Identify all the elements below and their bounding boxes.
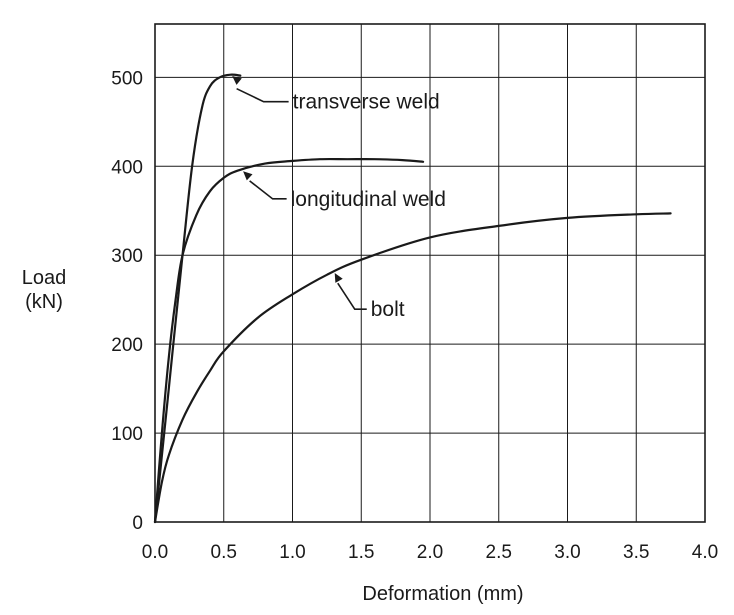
x-tick-label: 0.0	[142, 542, 168, 563]
x-axis-label: Deformation (mm)	[362, 583, 523, 605]
longitudinal-weld-curve	[153, 157, 425, 524]
transverse-weld-curve	[153, 73, 242, 524]
x-tick-label: 3.5	[623, 542, 649, 563]
x-tick-label: 0.5	[211, 542, 237, 563]
x-tick-label: 1.0	[279, 542, 305, 563]
x-tick-labels: 0.0 0.5 1.0 1.5 2.0 2.5 3.0 3.5 4.0	[142, 542, 718, 563]
series-lines	[153, 73, 672, 524]
x-tick-label: 4.0	[692, 542, 718, 563]
x-tick-label: 2.5	[486, 542, 512, 563]
y-tick-label: 200	[111, 335, 143, 356]
bolt-annotation: bolt	[334, 273, 405, 321]
bolt-arrow-head	[334, 273, 343, 283]
transverse-weld-annotation: transverse weld	[232, 76, 440, 114]
y-tick-label: 400	[111, 157, 143, 178]
y-tick-label: 100	[111, 424, 143, 445]
y-axis-label-line1: Load	[22, 267, 67, 289]
transverse-weld-leader-line	[236, 87, 289, 103]
transverse-weld-arrow-head	[232, 76, 242, 85]
y-tick-label: 500	[111, 68, 143, 89]
longitudinal-weld-annotation: longitudinal weld	[243, 171, 446, 211]
longitudinal-weld-leader-line	[249, 180, 287, 200]
y-tick-label: 0	[132, 513, 143, 534]
bolt-curve	[153, 212, 672, 524]
y-axis-label-line2: (kN)	[25, 291, 63, 313]
longitudinal-weld-label: longitudinal weld	[291, 188, 446, 211]
grid-lines	[154, 24, 706, 523]
bolt-label: bolt	[371, 298, 405, 321]
annotations: transverse weld longitudinal weld bolt	[232, 76, 446, 321]
bolt-leader-line	[337, 282, 367, 311]
longitudinal-weld-arrow-head	[243, 171, 253, 181]
y-tick-labels: 0 100 200 300 400 500	[111, 68, 143, 534]
x-tick-label: 3.0	[554, 542, 580, 563]
x-tick-label: 2.0	[417, 542, 443, 563]
y-tick-label: 300	[111, 246, 143, 267]
x-tick-label: 1.5	[348, 542, 374, 563]
plot-frame	[154, 23, 706, 523]
transverse-weld-label: transverse weld	[293, 91, 440, 114]
